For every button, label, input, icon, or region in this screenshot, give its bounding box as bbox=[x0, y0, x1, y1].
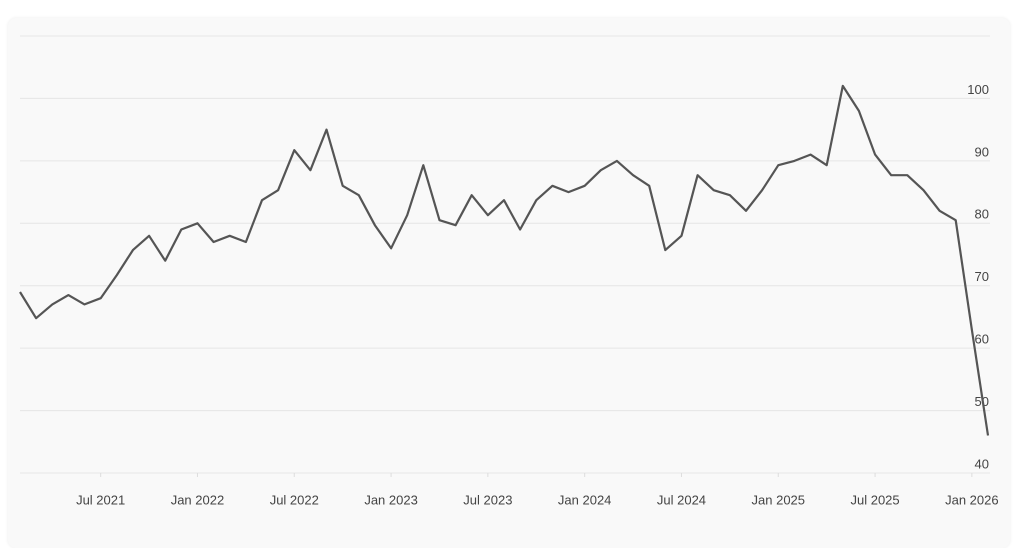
x-tick-label: Jan 2026 bbox=[945, 492, 999, 507]
chart-panel bbox=[8, 18, 1010, 548]
y-tick-label: 80 bbox=[975, 207, 989, 222]
x-tick-label: Jul 2025 bbox=[850, 492, 899, 507]
x-tick-label: Jul 2024 bbox=[657, 492, 706, 507]
y-tick-label: 70 bbox=[975, 269, 989, 284]
y-tick-label: 100 bbox=[967, 82, 989, 97]
x-tick-label: Jan 2023 bbox=[364, 492, 418, 507]
x-tick-label: Jul 2021 bbox=[76, 492, 125, 507]
x-tick-label: Jul 2023 bbox=[463, 492, 512, 507]
x-tick-label: Jan 2025 bbox=[752, 492, 806, 507]
y-tick-label: 40 bbox=[975, 456, 989, 471]
x-tick-label: Jul 2022 bbox=[270, 492, 319, 507]
y-tick-label: 90 bbox=[975, 144, 989, 159]
price-line bbox=[19, 84, 990, 436]
x-tick-label: Jan 2022 bbox=[171, 492, 225, 507]
y-tick-label: 60 bbox=[975, 332, 989, 347]
x-tick-label: Jan 2024 bbox=[558, 492, 612, 507]
